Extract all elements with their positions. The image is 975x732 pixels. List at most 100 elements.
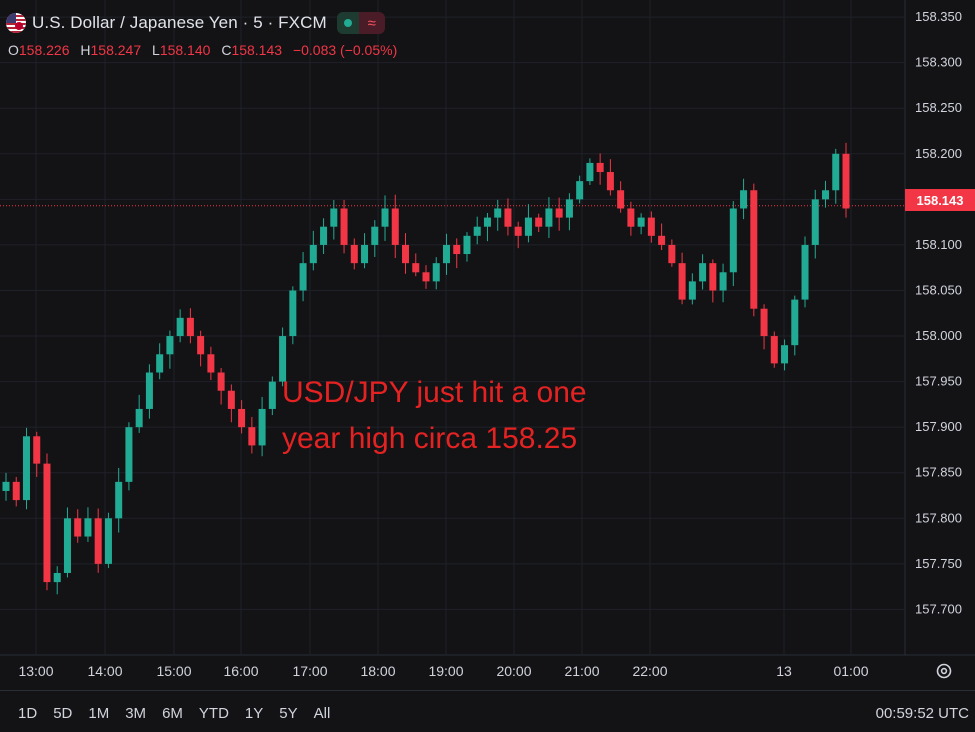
candle-body [606, 172, 614, 191]
x-tick-label: 19:00 [428, 663, 463, 679]
ohlc-close-value: 158.143 [231, 42, 283, 58]
x-tick-label: 16:00 [223, 663, 258, 679]
candle-body [699, 263, 707, 282]
candle-body [822, 190, 830, 200]
y-tick-label: 158.300 [915, 55, 962, 70]
time-axis: 13:00 14:00 15:00 16:00 17:00 18:00 19:00 20:00… [18, 663, 868, 679]
candle-body [166, 336, 174, 355]
range-6m[interactable]: 6M [162, 705, 183, 722]
wave-icon: ≈ [358, 12, 385, 34]
candle-body [371, 226, 379, 245]
range-5d[interactable]: 5D [53, 705, 73, 722]
bottom-toolbar: 1D 5D 1M 3M 6M YTD 1Y 5Y All 00:59:52 UT… [0, 690, 975, 732]
settings-gear-icon[interactable] [934, 661, 954, 681]
range-3m[interactable]: 3M [125, 705, 147, 722]
candle-body [781, 345, 789, 364]
range-5y[interactable]: 5Y [279, 705, 298, 722]
range-ytd[interactable]: YTD [198, 705, 229, 722]
x-tick-label: 20:00 [496, 663, 531, 679]
y-tick-label: 157.700 [915, 601, 962, 616]
y-tick-label: 158.050 [915, 282, 962, 297]
candle-body [586, 162, 594, 182]
candle-body [668, 244, 676, 264]
x-tick-label: 18:00 [360, 663, 395, 679]
candle-body [770, 336, 778, 364]
market-open-icon [336, 12, 359, 34]
candle-body [678, 263, 686, 300]
candle-body [2, 481, 10, 491]
candle-body [647, 217, 655, 236]
candle-body [473, 226, 481, 236]
candle-body [688, 281, 696, 300]
chart-header: U.S. Dollar / Japanese Yen · 5 · FXCM ≈ [6, 8, 385, 38]
candle-body [94, 518, 102, 564]
candle-body [135, 408, 143, 428]
y-tick-label: 158.250 [915, 100, 962, 115]
candle-body [402, 244, 410, 264]
candle-body [596, 162, 604, 173]
x-tick-label: 14:00 [87, 663, 122, 679]
range-1m[interactable]: 1M [88, 705, 110, 722]
y-tick-label: 157.900 [915, 419, 962, 434]
x-tick-label: 17:00 [292, 663, 327, 679]
candle-body [381, 208, 389, 227]
candle-body [760, 308, 768, 337]
usd-jpy-flag-icon [6, 13, 26, 33]
ohlc-close-key: C [221, 42, 232, 58]
y-tick-label: 157.800 [915, 510, 962, 525]
ohlc-change: −0.083 (−0.05%) [292, 42, 398, 58]
candle-body [832, 153, 840, 191]
candle-body [412, 263, 420, 273]
symbol-title[interactable]: U.S. Dollar / Japanese Yen · 5 · FXCM [32, 13, 327, 32]
candle-body [289, 290, 297, 337]
market-status-pill[interactable]: ≈ [336, 12, 385, 34]
candle-body [842, 153, 850, 209]
candle-body [299, 263, 307, 291]
candle-body [330, 208, 338, 227]
candle-body [227, 390, 235, 409]
chart-annotation: USD/JPY just hit a one year high circa 1… [282, 376, 587, 455]
candle-body [545, 208, 553, 227]
candle-body [84, 518, 92, 537]
candlestick-chart[interactable]: 158.350158.300158.250158.200158.150158.1… [0, 0, 975, 690]
candle-body [217, 372, 225, 391]
x-tick-label: 15:00 [156, 663, 191, 679]
candle-body [145, 372, 153, 409]
candle-body [350, 244, 358, 264]
candle-body [555, 208, 563, 218]
candle-body [53, 572, 61, 583]
candle-body [801, 244, 809, 300]
range-1y[interactable]: 1Y [244, 705, 264, 722]
candle-body [422, 272, 430, 282]
x-tick-label: 21:00 [564, 663, 599, 679]
y-tick-label: 157.850 [915, 465, 962, 480]
candle-body [658, 235, 666, 245]
candle-body [709, 263, 717, 291]
x-tick-label: 13 [776, 663, 792, 679]
candle-body [811, 199, 819, 245]
candle-body [442, 244, 450, 264]
candle-body [33, 436, 41, 464]
y-tick-label: 158.350 [915, 9, 962, 24]
y-tick-label: 157.950 [915, 374, 962, 389]
range-1d[interactable]: 1D [18, 705, 38, 722]
y-tick-label: 157.750 [915, 556, 962, 571]
candles [2, 142, 850, 595]
candle-body [432, 263, 440, 282]
candle-body [514, 226, 522, 236]
candle-body [63, 518, 71, 573]
range-selector: 1D 5D 1M 3M 6M YTD 1Y 5Y All [10, 705, 338, 722]
candle-body [504, 208, 512, 227]
candle-body [535, 217, 543, 227]
range-all[interactable]: All [313, 705, 331, 722]
candle-body [320, 226, 328, 245]
candle-body [279, 336, 287, 382]
candle-body [43, 463, 51, 583]
y-tick-label: 158.200 [915, 146, 962, 161]
candle-body [483, 217, 491, 227]
y-tick-label: 158.100 [915, 237, 962, 252]
candle-body [197, 336, 205, 355]
utc-clock[interactable]: 00:59:52 UTC [875, 705, 969, 722]
candle-body [104, 518, 112, 564]
candle-body [268, 381, 276, 409]
